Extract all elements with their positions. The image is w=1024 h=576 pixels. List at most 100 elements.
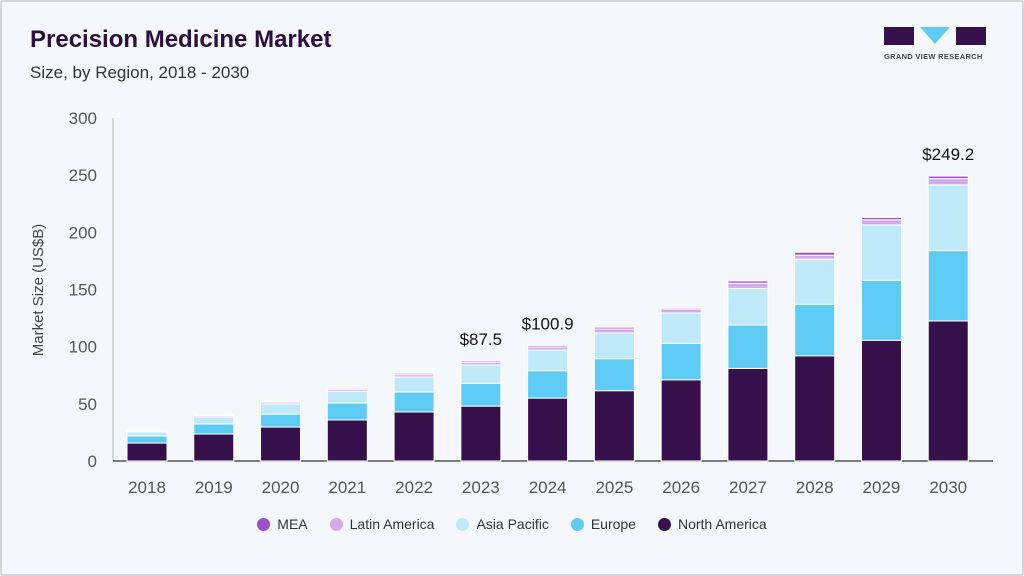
- legend-dot-icon: [570, 517, 584, 531]
- x-tick-label: 2020: [262, 478, 300, 497]
- bar-segment-europe: [794, 303, 836, 357]
- logo-mark-icon: [884, 27, 986, 45]
- y-tick-label: 50: [78, 395, 97, 414]
- bar-segment-north-america: [860, 339, 902, 462]
- bar-segment-asia-pacific: [326, 390, 368, 404]
- bar-segment-europe: [393, 391, 435, 413]
- bar-segment-north-america: [727, 367, 769, 462]
- bar-segment-europe: [326, 402, 368, 421]
- bar-segment-europe: [260, 413, 302, 428]
- data-label: $100.9: [522, 315, 574, 334]
- bar-segment-north-america: [527, 397, 569, 462]
- legend-label: MEA: [277, 516, 308, 532]
- bar-segment-europe: [593, 358, 635, 392]
- legend: MEA Latin America Asia Pacific Europe North …: [0, 516, 1024, 532]
- legend-item: Europe: [570, 516, 636, 532]
- legend-item: Latin America: [329, 516, 435, 532]
- bar-segment-latin-america: [593, 328, 635, 334]
- legend-dot-icon: [456, 517, 470, 531]
- bar-segment-asia-pacific: [260, 403, 302, 415]
- bar-segment-asia-pacific: [393, 376, 435, 393]
- y-axis-label: Market Size (US$B): [30, 224, 47, 357]
- bar-segment-latin-america: [927, 178, 969, 186]
- logo-text: GRAND VIEW RESEARCH: [884, 52, 983, 61]
- bar-segment-north-america: [794, 355, 836, 462]
- bar-segment-asia-pacific: [193, 416, 235, 425]
- x-tick-label: 2030: [929, 478, 967, 497]
- legend-label: Europe: [590, 516, 636, 532]
- legend-item: North America: [657, 516, 767, 532]
- bar-segment-europe: [126, 435, 168, 444]
- chart-title: Precision Medicine Market: [30, 26, 332, 53]
- bar-segment-north-america: [660, 379, 702, 462]
- x-tick-label: 2027: [729, 478, 767, 497]
- bar-segment-asia-pacific: [660, 312, 702, 344]
- bar-segment-asia-pacific: [527, 349, 569, 372]
- bar-segment-europe: [460, 382, 502, 407]
- bar-segment-mea: [527, 345, 569, 348]
- y-tick-label: 250: [69, 166, 97, 185]
- x-tick-label: 2018: [128, 478, 166, 497]
- bar-segment-mea: [727, 280, 769, 284]
- bar-segment-asia-pacific: [860, 224, 902, 281]
- x-tick-label: 2025: [595, 478, 633, 497]
- chart-subtitle: Size, by Region, 2018 - 2030: [30, 63, 250, 82]
- bar-segment-mea: [593, 326, 635, 330]
- bar-segment-mea: [927, 175, 969, 180]
- bar-segment-asia-pacific: [927, 184, 969, 252]
- legend-label: North America: [677, 516, 767, 532]
- legend-item: Asia Pacific: [456, 516, 549, 532]
- x-tick-label: 2023: [462, 478, 500, 497]
- bar-segment-north-america: [460, 405, 502, 462]
- bar-segment-mea: [860, 216, 902, 221]
- bar-segment-mea: [326, 387, 368, 390]
- bar-segment-north-america: [193, 433, 235, 462]
- x-tick-label: 2019: [195, 478, 233, 497]
- y-tick-label: 0: [88, 452, 97, 471]
- bar-segment-asia-pacific: [126, 431, 168, 437]
- bar-segment-mea: [126, 429, 168, 432]
- bar-segment-north-america: [126, 442, 168, 462]
- x-tick-label: 2029: [863, 478, 901, 497]
- bar-segment-europe: [193, 423, 235, 435]
- y-tick-label: 100: [69, 338, 97, 357]
- legend-dot-icon: [329, 517, 343, 531]
- bar-segment-mea: [660, 307, 702, 310]
- x-tick-label: 2022: [395, 478, 433, 497]
- x-tick-label: 2026: [662, 478, 700, 497]
- legend-item: MEA: [257, 516, 308, 532]
- bar-segment-mea: [460, 360, 502, 363]
- bar-segment-latin-america: [794, 254, 836, 260]
- data-label: $87.5: [460, 330, 503, 349]
- bar-segment-europe: [660, 342, 702, 381]
- bar-segment-north-america: [593, 390, 635, 462]
- bar-segment-europe: [727, 324, 769, 369]
- bar-segment-europe: [860, 279, 902, 341]
- x-tick-label: 2024: [529, 478, 567, 497]
- bar-segment-asia-pacific: [727, 287, 769, 326]
- bar-segment-asia-pacific: [460, 364, 502, 384]
- y-tick-label: 300: [69, 109, 97, 128]
- bar-segment-north-america: [393, 411, 435, 462]
- bar-segment-mea: [794, 251, 836, 256]
- bar-segment-europe: [527, 370, 569, 399]
- legend-dot-icon: [257, 517, 271, 531]
- bar-segment-north-america: [260, 426, 302, 462]
- bar-segment-mea: [193, 414, 235, 417]
- data-label: $249.2: [922, 145, 974, 164]
- bar-segment-asia-pacific: [794, 258, 836, 305]
- bar-segment-asia-pacific: [593, 332, 635, 360]
- grand-view-research-logo: GRAND VIEW RESEARCH: [884, 27, 986, 61]
- y-tick-label: 150: [69, 281, 97, 300]
- bar-segment-mea: [260, 400, 302, 403]
- bar-segment-latin-america: [860, 219, 902, 226]
- bar-segment-latin-america: [660, 308, 702, 314]
- x-tick-label: 2021: [328, 478, 366, 497]
- legend-label: Asia Pacific: [476, 516, 549, 532]
- legend-dot-icon: [657, 517, 671, 531]
- bar-segment-latin-america: [727, 282, 769, 289]
- legend-label: Latin America: [349, 516, 435, 532]
- bar-segment-north-america: [927, 320, 969, 462]
